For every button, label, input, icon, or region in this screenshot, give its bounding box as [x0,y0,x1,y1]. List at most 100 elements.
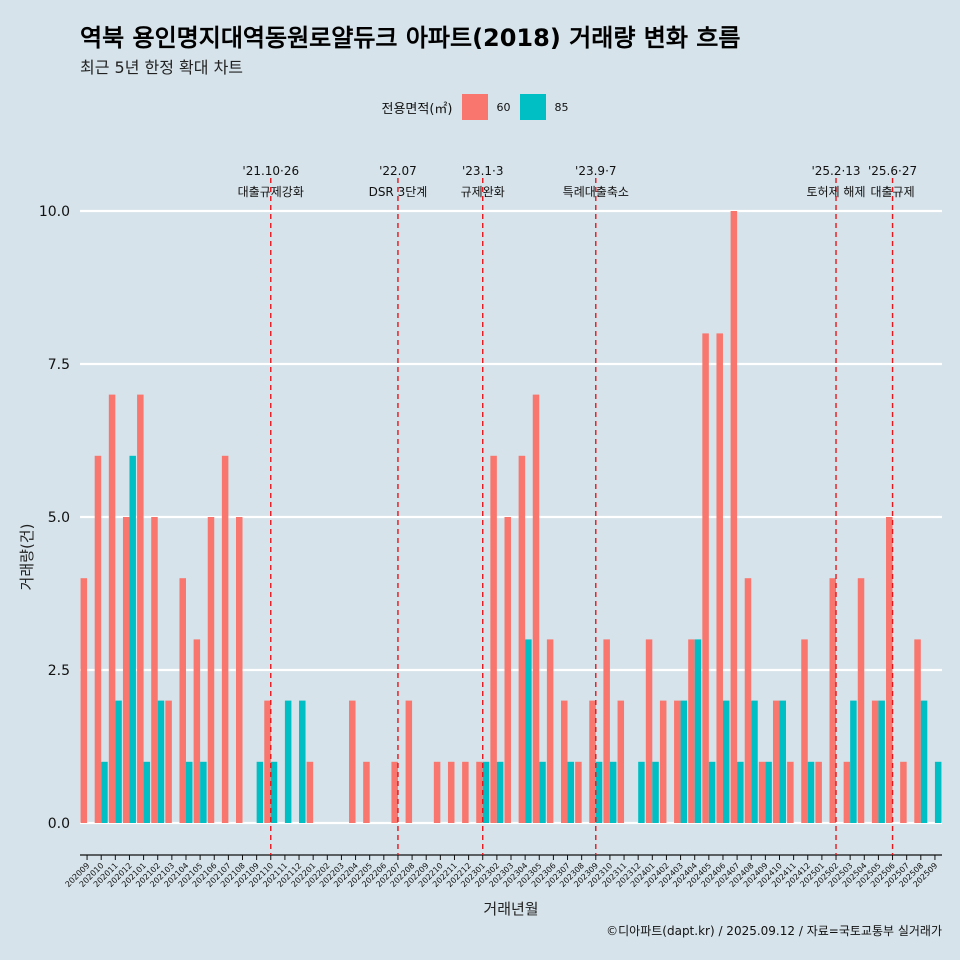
bar-60 [151,517,158,823]
bar-85 [920,700,928,823]
legend-label-60: 60 [496,100,511,114]
bar-60 [674,700,681,823]
bar-85 [496,761,504,823]
event-date-label: '23.1·3 [462,164,503,178]
source-caption: ©디아파트(dapt.kr) / 2025.09.12 / 자료=국토교통부 실… [606,924,942,938]
bar-85 [143,761,151,823]
bar-60 [659,700,667,823]
bar-85 [652,761,659,823]
bar-60 [193,639,201,823]
bar-60 [603,639,610,823]
bar-60 [221,455,229,823]
bar-60 [546,639,554,823]
bar-60 [702,333,709,823]
bar-60 [758,761,766,823]
bar-60 [518,455,526,823]
bar-60 [122,517,130,823]
bar-60 [857,578,865,823]
bar-60 [405,700,413,823]
bar-60 [617,700,625,823]
bar-60 [447,761,455,823]
bar-85 [878,700,885,823]
bar-60 [829,578,837,823]
bar-85 [270,761,278,823]
bar-60 [787,761,794,823]
bar-85 [129,455,136,823]
chart-subtitle: 최근 5년 한정 확대 차트 [80,58,244,77]
event-name-label: 특례대출축소 [563,185,629,199]
bar-60 [462,761,469,823]
bar-60 [589,700,596,823]
bar-85 [299,700,306,823]
bar-60 [94,455,102,823]
bar-85 [284,700,292,823]
event-name-label: 대출규제 [870,185,914,199]
legend-swatch-60 [462,94,489,120]
bar-60 [688,639,695,823]
bar-60 [532,394,540,823]
bar-60 [165,700,172,823]
bar-60 [504,517,511,823]
bar-85 [737,761,744,823]
bar-60 [815,761,822,823]
bar-85 [934,761,942,823]
legend-swatch-85 [520,94,547,120]
bar-60 [207,517,215,823]
y-axis-title: 거래량(건) [18,524,36,591]
bar-60 [730,211,738,823]
bar-60 [179,578,186,823]
bar-60 [900,761,907,823]
bar-60 [433,761,441,823]
event-name-label: DSR 3단계 [369,185,428,199]
bar-85 [256,761,264,823]
bar-85 [751,700,758,823]
bar-85 [708,761,716,823]
bar-85 [115,700,122,823]
bar-60 [886,517,893,823]
bar-60 [264,700,271,823]
y-tick-label: 10.0 [39,204,70,220]
bar-60 [801,639,808,823]
event-date-label: '22.07 [379,164,417,178]
bar-85 [680,700,688,823]
bar-60 [137,394,144,823]
bar-85 [779,700,786,823]
chart-title: 역북 용인명지대역동원로얄듀크 아파트(2018) 거래량 변화 흐름 [80,24,741,52]
event-date-label: '25.6·27 [868,164,917,178]
bar-60 [772,700,780,823]
bar-60 [236,517,243,823]
bar-85 [157,700,165,823]
legend: 전용면적(㎡) 60 85 [0,92,960,122]
y-tick-label: 2.5 [48,663,70,679]
bar-60 [575,761,582,823]
bar-85 [609,761,617,823]
bar-60 [108,394,116,823]
bar-85 [765,761,772,823]
event-name-label: 대출규제강화 [238,185,304,199]
event-name-label: 규제완화 [461,185,505,199]
bar-60 [645,639,653,823]
event-date-label: '23.9·7 [575,164,616,178]
event-date-label: '25.2·13 [811,164,860,178]
bar-60 [391,761,398,823]
y-tick-label: 5.0 [48,510,70,526]
bar-85 [200,761,207,823]
bar-60 [476,761,483,823]
event-date-label: '21.10·26 [242,164,299,178]
bar-60 [349,700,356,823]
bar-85 [539,761,546,823]
bar-60 [843,761,851,823]
bar-85 [525,639,532,823]
bar-85 [595,761,603,823]
legend-label-85: 85 [554,100,569,114]
bar-85 [638,761,645,823]
bar-60 [561,700,568,823]
bar-60 [744,578,752,823]
bar-85 [185,761,193,823]
event-name-label: 토허제 해제 [807,185,866,199]
bar-85 [722,700,730,823]
x-axis-title: 거래년월 [483,900,538,918]
legend-title: 전용면적(㎡) [381,101,453,117]
bar-60 [490,455,497,823]
